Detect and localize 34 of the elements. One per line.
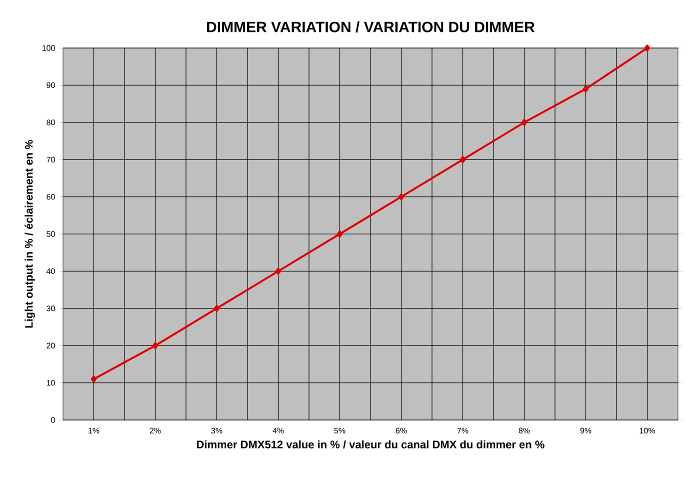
point [152,342,158,350]
y-tick-label: 40 [46,268,55,274]
x-tick-label: 5% [334,428,346,434]
y-tick-label: 30 [46,306,55,312]
y-tick-label: 80 [46,120,55,126]
y-tick-label: 60 [46,194,55,200]
chart-title: DIMMER VARIATION / VARIATION DU DIMMER [207,21,535,32]
x-tick-label: 10% [640,428,655,434]
point [214,304,220,312]
x-tick-label: 3% [211,428,222,434]
x-axis-title: Dimmer DMX512 value in % / valeur du canal DMX du dimmer en % [197,440,544,449]
y-tick-label: 0 [51,417,55,423]
x-tick-label: 7% [457,428,468,434]
point [336,230,343,238]
x-tick-label: 2% [150,428,161,434]
y-tick-label: 20 [46,342,55,348]
y-tick-label: 100 [42,45,55,51]
point [275,268,282,275]
x-tick-label: 8% [518,428,530,434]
y-tick-label: 70 [46,156,55,162]
point [90,376,97,383]
y-axis-title: Light output in % / éclairement en % [24,140,35,328]
point [644,44,650,52]
x-tick-label: 6% [396,428,407,434]
y-tick-label: 50 [46,231,55,237]
x-tick-label: 1% [88,428,100,434]
x-tick-label: 9% [580,428,592,434]
x-tick-label: 4% [272,428,284,434]
y-tick-label: 10 [46,380,55,386]
point [582,85,589,92]
point [521,118,528,126]
y-tick-label: 90 [46,82,55,88]
point [398,193,404,200]
point [460,156,466,164]
